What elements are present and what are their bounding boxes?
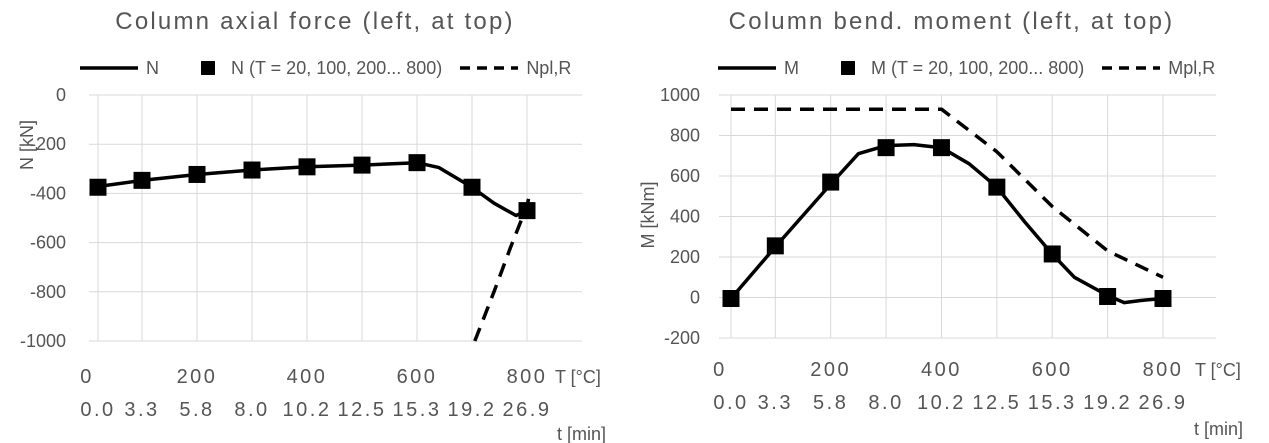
x-tick-label-time: 15.3 <box>1028 392 1077 414</box>
x-tick-label-time: 8.0 <box>234 399 269 421</box>
x-tick-label-temperature: 600 <box>1032 359 1073 381</box>
data-point-marker <box>1154 290 1172 308</box>
legend-label: N <box>146 57 159 78</box>
y-tick-label: 600 <box>670 166 700 186</box>
data-point-marker <box>89 178 107 196</box>
series-line-dashed <box>473 193 532 342</box>
x-tick-label-time: 19.2 <box>1083 392 1132 414</box>
legend-swatch-dashed-line <box>460 66 519 70</box>
x-tick-label-time: 0.0 <box>713 392 748 414</box>
x-tick-label-temperature: 0 <box>713 359 727 381</box>
x-axis-label: T [°C] <box>1195 360 1241 380</box>
data-point-marker <box>1099 287 1117 305</box>
legend-item-mpl: Mpl,R <box>1100 58 1215 79</box>
data-point-marker <box>518 202 536 220</box>
data-point-marker <box>722 290 740 308</box>
series-line-solid <box>729 142 1164 305</box>
y-tick-label: 1000 <box>660 85 700 105</box>
y-tick-label: -1000 <box>20 331 66 351</box>
x2-axis-label: t [min] <box>557 424 606 443</box>
x-tick-label-temperature: 600 <box>397 366 438 388</box>
legend-item-m-markers: M (T = 20, 100, 200... 800) <box>835 58 1084 79</box>
plot-area-bending-moment: 1000 800 600 400 200 0 -200 0 200 400 600 800 0.0 3.3… <box>638 85 1243 439</box>
chart-legend: N N (T = 20, 100, 200... 800) Npl,R <box>78 54 587 82</box>
legend-item-n: N <box>78 58 159 79</box>
plot-area-axial-force: 0 -200 -400 -600 -800 -1000 0 200 400 600 800 0.0 3.… <box>17 85 606 443</box>
y-tick-label: -800 <box>30 282 66 302</box>
legend-swatch-solid-line <box>718 66 776 70</box>
data-point-marker <box>408 154 426 172</box>
x-tick-label-time: 3.3 <box>758 392 793 414</box>
x-tick-label-time: 12.5 <box>972 392 1021 414</box>
x-tick-label-time: 26.9 <box>1139 392 1188 414</box>
data-point-marker <box>822 173 840 191</box>
y-tick-label: 400 <box>670 207 700 227</box>
series-line-dashed <box>731 107 1164 279</box>
chart-title: Column axial force (left, at top) <box>115 8 515 35</box>
legend-swatch-square-marker <box>841 61 855 75</box>
legend-item-npl: Npl,R <box>458 58 571 79</box>
legend-label: Npl,R <box>526 57 572 78</box>
data-point-marker <box>353 156 371 174</box>
legend-item-n-markers: N (T = 20, 100, 200... 800) <box>195 58 442 79</box>
legend-label: M <box>784 57 799 78</box>
data-point-marker <box>133 171 151 189</box>
legend-swatch-solid-line <box>80 66 138 70</box>
legend-label: N (T = 20, 100, 200... 800) <box>231 57 443 78</box>
y-axis-label: M [kNm] <box>638 182 658 249</box>
legend-swatch-dashed-line <box>1102 66 1161 70</box>
x-tick-label-temperature: 200 <box>810 359 851 381</box>
data-point-marker <box>988 178 1006 196</box>
y-tick-label: 0 <box>690 288 700 308</box>
y-axis-label: N [kN] <box>17 120 37 170</box>
x-tick-label-time: 3.3 <box>124 399 159 421</box>
x-tick-label-temperature: 800 <box>507 366 548 388</box>
y-tick-label: -400 <box>30 183 66 203</box>
legend-swatch-square-marker <box>201 61 215 75</box>
data-point-marker <box>932 139 950 157</box>
x-tick-label-time: 10.2 <box>283 399 332 421</box>
x-tick-label-time: 19.2 <box>448 399 497 421</box>
legend-label: M (T = 20, 100, 200... 800) <box>871 57 1085 78</box>
data-point-marker <box>1043 245 1061 263</box>
x-tick-label-temperature: 400 <box>921 359 962 381</box>
y-tick-label: 800 <box>670 126 700 146</box>
y-tick-label: 0 <box>56 85 66 105</box>
series-line-solid <box>97 160 528 218</box>
x-tick-label-temperature: 800 <box>1143 359 1184 381</box>
data-point-marker <box>766 237 784 255</box>
x-tick-label-time: 12.5 <box>338 399 387 421</box>
x-tick-label-time: 15.3 <box>393 399 442 421</box>
chart-panel-axial-force: Column axial force (left, at top) N N (T… <box>0 0 630 443</box>
x-tick-label-time: 0.0 <box>80 399 115 421</box>
data-point-marker <box>463 178 481 196</box>
x-tick-label-temperature: 400 <box>287 366 328 388</box>
legend-label: Mpl,R <box>1168 57 1216 78</box>
x-tick-label-time: 10.2 <box>917 392 966 414</box>
x-tick-label-time: 5.8 <box>179 399 214 421</box>
chart-panel-bending-moment: Column bend. moment (left, at top) M M (… <box>634 0 1269 443</box>
y-tick-label: 200 <box>670 247 700 267</box>
data-point-marker <box>243 161 261 179</box>
x-tick-label-time: 5.8 <box>813 392 848 414</box>
chart-title: Column bend. moment (left, at top) <box>728 8 1175 35</box>
chart-legend: M M (T = 20, 100, 200... 800) Mpl,R <box>716 54 1231 82</box>
legend-item-m: M <box>716 58 799 79</box>
y-tick-label: -200 <box>664 328 700 348</box>
y-tick-label: -200 <box>30 134 66 154</box>
x-tick-label-temperature: 0 <box>80 366 94 388</box>
x-tick-label-time: 8.0 <box>868 392 903 414</box>
data-point-marker <box>298 158 316 176</box>
x2-axis-label: t [min] <box>1194 419 1243 439</box>
data-point-marker <box>877 139 895 157</box>
x-axis-label: T [°C] <box>555 367 601 387</box>
x-tick-label-temperature: 200 <box>177 366 218 388</box>
data-point-marker <box>188 165 206 183</box>
y-tick-label: -600 <box>30 233 66 253</box>
x-tick-label-time: 26.9 <box>503 399 552 421</box>
